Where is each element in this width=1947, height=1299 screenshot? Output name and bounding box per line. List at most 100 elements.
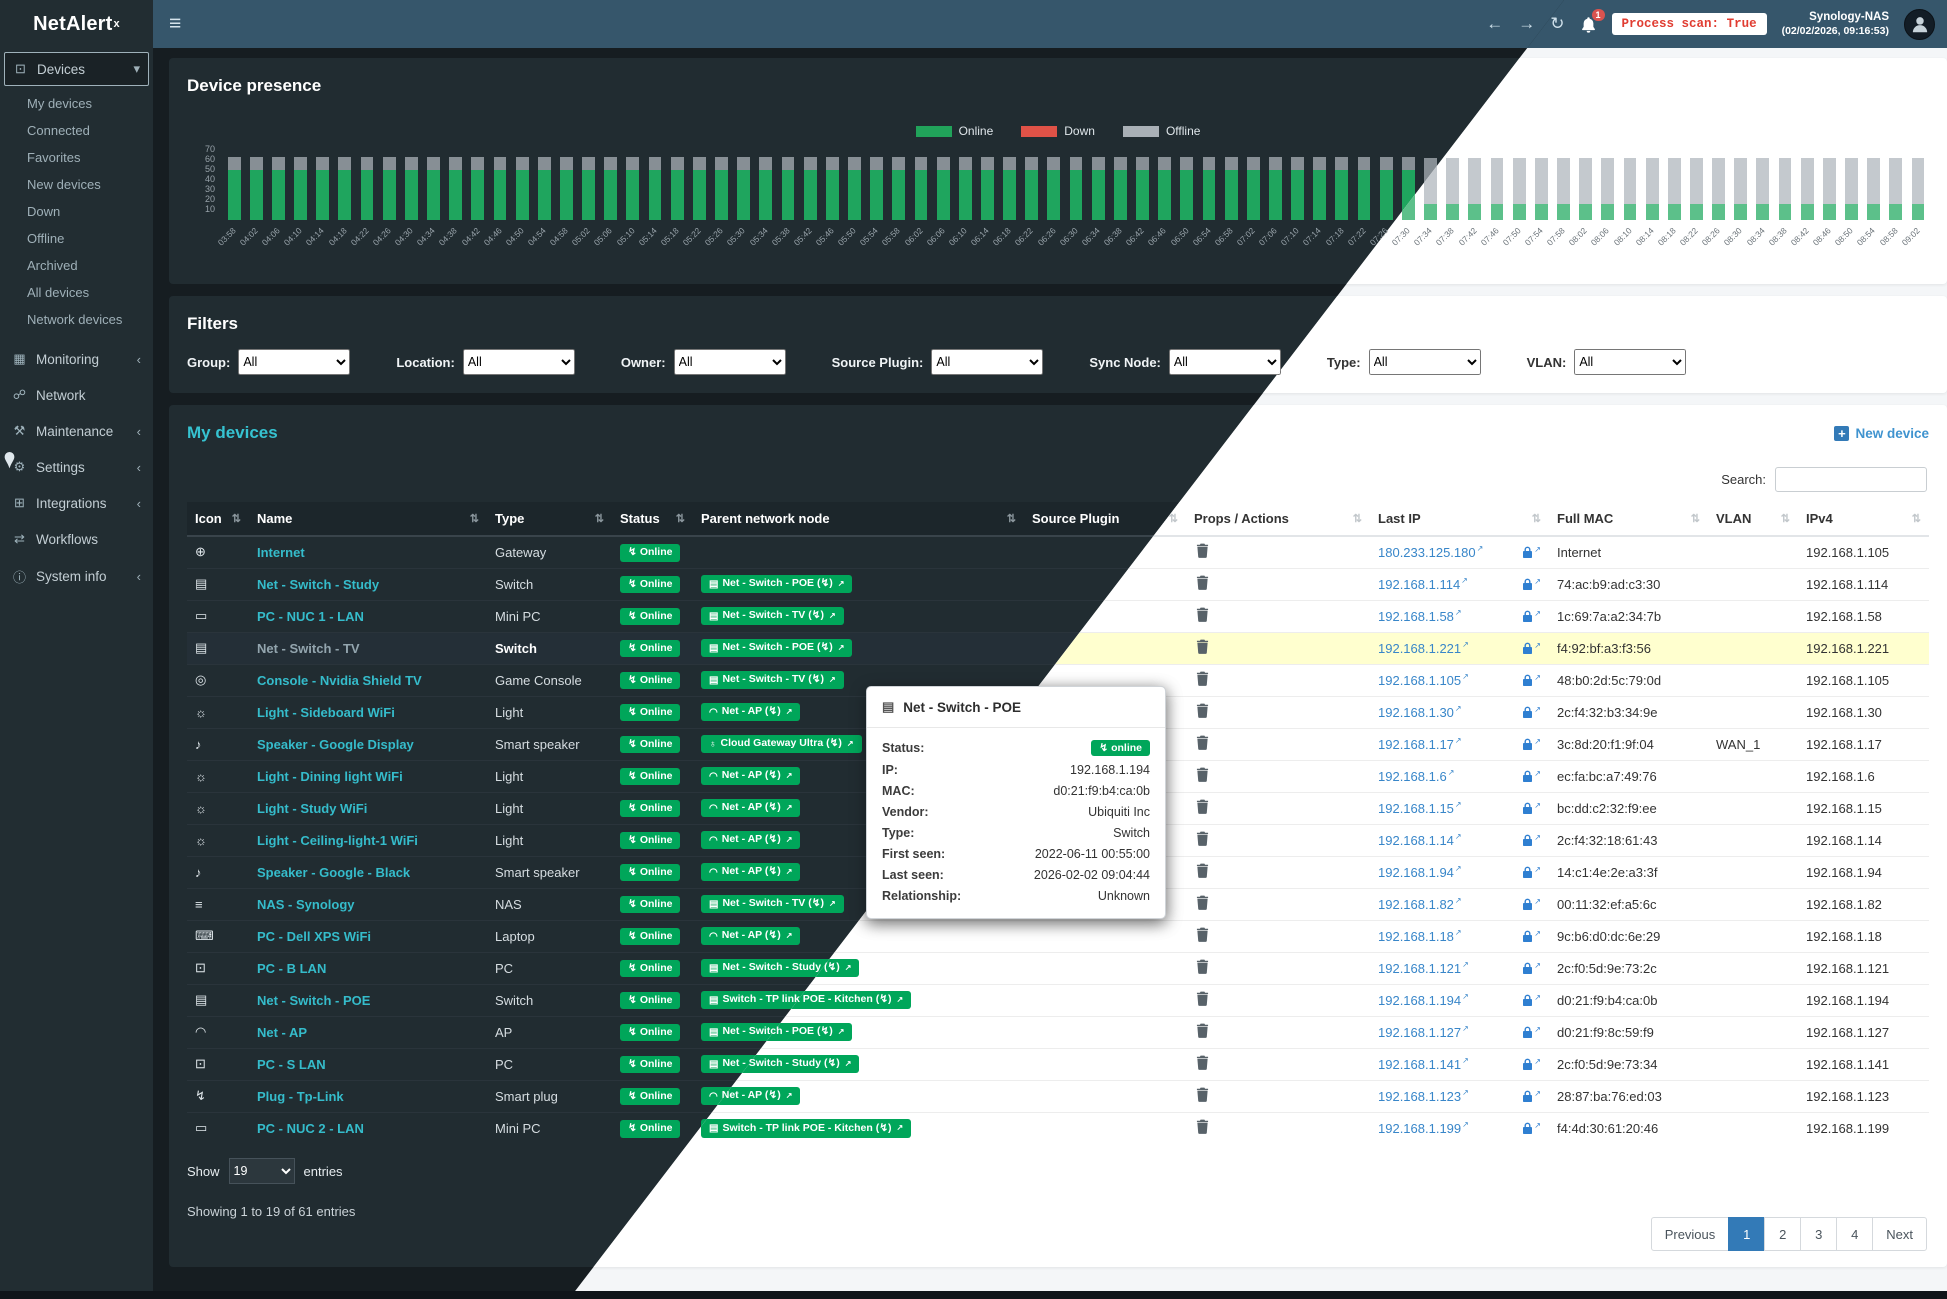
presence-bar[interactable] <box>733 150 755 220</box>
table-row[interactable]: ↯ Plug - Tp-Link Smart plug ↯ Online ◠ Net - A… <box>187 1079 1929 1112</box>
sidebar-item-system-info[interactable]: ⓘ System info ‹ <box>0 557 153 596</box>
last-ip-link[interactable]: 192.168.1.114↗ <box>1378 576 1468 592</box>
table-row[interactable]: ⌨ PC - Dell XPS WiFi Laptop ↯ Online ◠ Net - A… <box>187 919 1929 952</box>
table-row[interactable]: ◠ Net - AP AP ↯ Online ▤ Net - Switch - POE (↯… <box>187 1015 1929 1048</box>
table-row[interactable]: ▭ PC - NUC 2 - LAN Mini PC ↯ Online ▤ Switch -… <box>187 1111 1929 1144</box>
parent-node-button[interactable]: ◠ Net - AP (↯) ↗ <box>701 1086 801 1106</box>
entries-select[interactable]: 19 <box>228 1158 295 1184</box>
presence-bar[interactable] <box>578 150 600 220</box>
column-header-ipv4[interactable]: IPv4 ⇅ <box>1798 502 1929 537</box>
presence-bar[interactable] <box>533 150 555 220</box>
delete-device-button[interactable] <box>1194 1021 1211 1043</box>
column-header-vlan[interactable]: VLAN ⇅ <box>1708 502 1798 537</box>
presence-bar[interactable] <box>489 150 511 220</box>
presence-bar[interactable] <box>1353 150 1375 220</box>
lock-icon[interactable]: ↗ <box>1522 801 1541 815</box>
sort-icon[interactable]: ⇅ <box>1531 513 1541 525</box>
device-name-link[interactable]: Internet <box>257 544 305 560</box>
pin-icon[interactable] <box>3 452 16 472</box>
last-ip-link[interactable]: 192.168.1.6↗ <box>1378 768 1455 784</box>
parent-node-button[interactable]: ◠ Net - AP (↯) ↗ <box>701 798 801 818</box>
delete-device-button[interactable] <box>1194 893 1211 915</box>
last-ip-link[interactable]: 192.168.1.194↗ <box>1378 992 1469 1008</box>
sidebar-subitem-new-devices[interactable]: New devices <box>27 177 101 192</box>
lock-icon[interactable]: ↗ <box>1522 993 1541 1007</box>
sidebar-subitem-all-devices[interactable]: All devices <box>27 285 90 300</box>
presence-bar[interactable] <box>710 150 732 220</box>
device-name-link[interactable]: Speaker - Google - Black <box>257 864 411 880</box>
sidebar-subitem-down[interactable]: Down <box>27 204 61 219</box>
presence-bar[interactable] <box>555 150 577 220</box>
sidebar-item-maintenance[interactable]: ⚒ Maintenance ‹ <box>0 413 153 449</box>
sort-icon[interactable]: ⇅ <box>1780 513 1790 525</box>
presence-bar[interactable] <box>1486 150 1508 220</box>
parent-node-button[interactable]: ▤ Net - Switch - POE (↯) ↗ <box>701 574 853 594</box>
sidebar-subitem-my-devices[interactable]: My devices <box>27 96 93 111</box>
lock-icon[interactable]: ↗ <box>1522 641 1541 655</box>
presence-bar[interactable] <box>267 150 289 220</box>
delete-device-button[interactable] <box>1194 861 1211 883</box>
last-ip-link[interactable]: 192.168.1.30↗ <box>1378 704 1462 720</box>
delete-device-button[interactable] <box>1194 1085 1211 1107</box>
delete-device-button[interactable] <box>1194 1053 1211 1075</box>
presence-bar[interactable] <box>245 150 267 220</box>
presence-bar[interactable] <box>1730 150 1752 220</box>
presence-bar[interactable] <box>1176 150 1198 220</box>
presence-bar[interactable] <box>1863 150 1885 220</box>
sidebar-item-integrations[interactable]: ⊞ Integrations ‹ <box>0 485 153 521</box>
user-avatar[interactable] <box>1904 8 1935 40</box>
table-row[interactable]: ⊡ PC - S LAN PC ↯ Online ▤ Net - Switch - Stud… <box>187 1047 1929 1080</box>
table-row[interactable]: ▤ Net - Switch - TV Switch ↯ Online ▤ Net - Sw… <box>187 631 1929 664</box>
presence-bar[interactable] <box>1707 150 1729 220</box>
column-header-parent-network-node[interactable]: Parent network node ⇅ <box>693 502 1024 537</box>
presence-bar[interactable] <box>1907 150 1929 220</box>
filter-select-sync-node[interactable]: All <box>1168 349 1281 375</box>
presence-bar[interactable] <box>1818 150 1840 220</box>
presence-bar[interactable] <box>777 150 799 220</box>
presence-bar[interactable] <box>422 150 444 220</box>
presence-bar[interactable] <box>644 150 666 220</box>
parent-node-button[interactable]: ◠ Net - AP (↯) ↗ <box>701 702 801 722</box>
table-row[interactable]: ▤ Net - Switch - Study Switch ↯ Online ▤ Net -… <box>187 567 1929 600</box>
sort-icon[interactable]: ⇅ <box>675 513 685 525</box>
presence-bar[interactable] <box>445 150 467 220</box>
column-header-status[interactable]: Status ⇅ <box>612 502 693 537</box>
parent-node-button[interactable]: ◠ Net - AP (↯) ↗ <box>701 926 801 946</box>
presence-bar[interactable] <box>1021 150 1043 220</box>
presence-bar[interactable] <box>910 150 932 220</box>
presence-bar[interactable] <box>1752 150 1774 220</box>
delete-device-button[interactable] <box>1194 669 1211 691</box>
presence-bar[interactable] <box>1331 150 1353 220</box>
column-header-source-plugin[interactable]: Source Plugin ⇅ <box>1024 502 1186 537</box>
lock-icon[interactable]: ↗ <box>1522 545 1541 559</box>
presence-bar[interactable] <box>1198 150 1220 220</box>
sidebar-subitem-network-devices[interactable]: Network devices <box>27 312 123 327</box>
delete-device-button[interactable] <box>1194 1117 1211 1139</box>
pagination-page-2[interactable]: 2 <box>1764 1217 1802 1251</box>
parent-node-button[interactable]: ▤ Net - Switch - TV (↯) ↗ <box>701 894 844 914</box>
table-row[interactable]: ⊡ PC - B LAN PC ↯ Online ▤ Net - Switch - Stud… <box>187 951 1929 984</box>
presence-bar[interactable] <box>1220 150 1242 220</box>
device-name-link[interactable]: PC - NUC 1 - LAN <box>257 608 364 624</box>
app-logo[interactable]: NetAlert x <box>0 0 153 48</box>
last-ip-link[interactable]: 180.233.125.180↗ <box>1378 544 1484 560</box>
sidebar-subitem-offline[interactable]: Offline <box>27 231 65 246</box>
last-ip-link[interactable]: 192.168.1.199↗ <box>1378 1120 1469 1136</box>
lock-icon[interactable]: ↗ <box>1522 737 1541 751</box>
presence-bar[interactable] <box>1131 150 1153 220</box>
parent-node-button[interactable]: ◠ Net - AP (↯) ↗ <box>701 766 801 786</box>
presence-bar[interactable] <box>223 150 245 220</box>
delete-device-button[interactable] <box>1194 829 1211 851</box>
presence-bar[interactable] <box>1154 150 1176 220</box>
sidebar-item-monitoring[interactable]: ▦ Monitoring ‹ <box>0 341 153 377</box>
notifications-bell-icon[interactable]: 1 <box>1580 8 1605 33</box>
device-name-link[interactable]: Light - Sideboard WiFi <box>257 704 395 720</box>
filter-select-source-plugin[interactable]: All <box>931 349 1044 375</box>
last-ip-link[interactable]: 192.168.1.17↗ <box>1378 736 1462 752</box>
new-device-button[interactable]: + New device <box>1834 425 1929 441</box>
sort-icon[interactable]: ⇅ <box>1352 513 1362 525</box>
lock-icon[interactable]: ↗ <box>1522 961 1541 975</box>
last-ip-link[interactable]: 192.168.1.121↗ <box>1378 960 1469 976</box>
presence-bar[interactable] <box>1309 150 1331 220</box>
parent-node-button[interactable]: ▤ Net - Switch - Study (↯) ↗ <box>701 1054 860 1074</box>
